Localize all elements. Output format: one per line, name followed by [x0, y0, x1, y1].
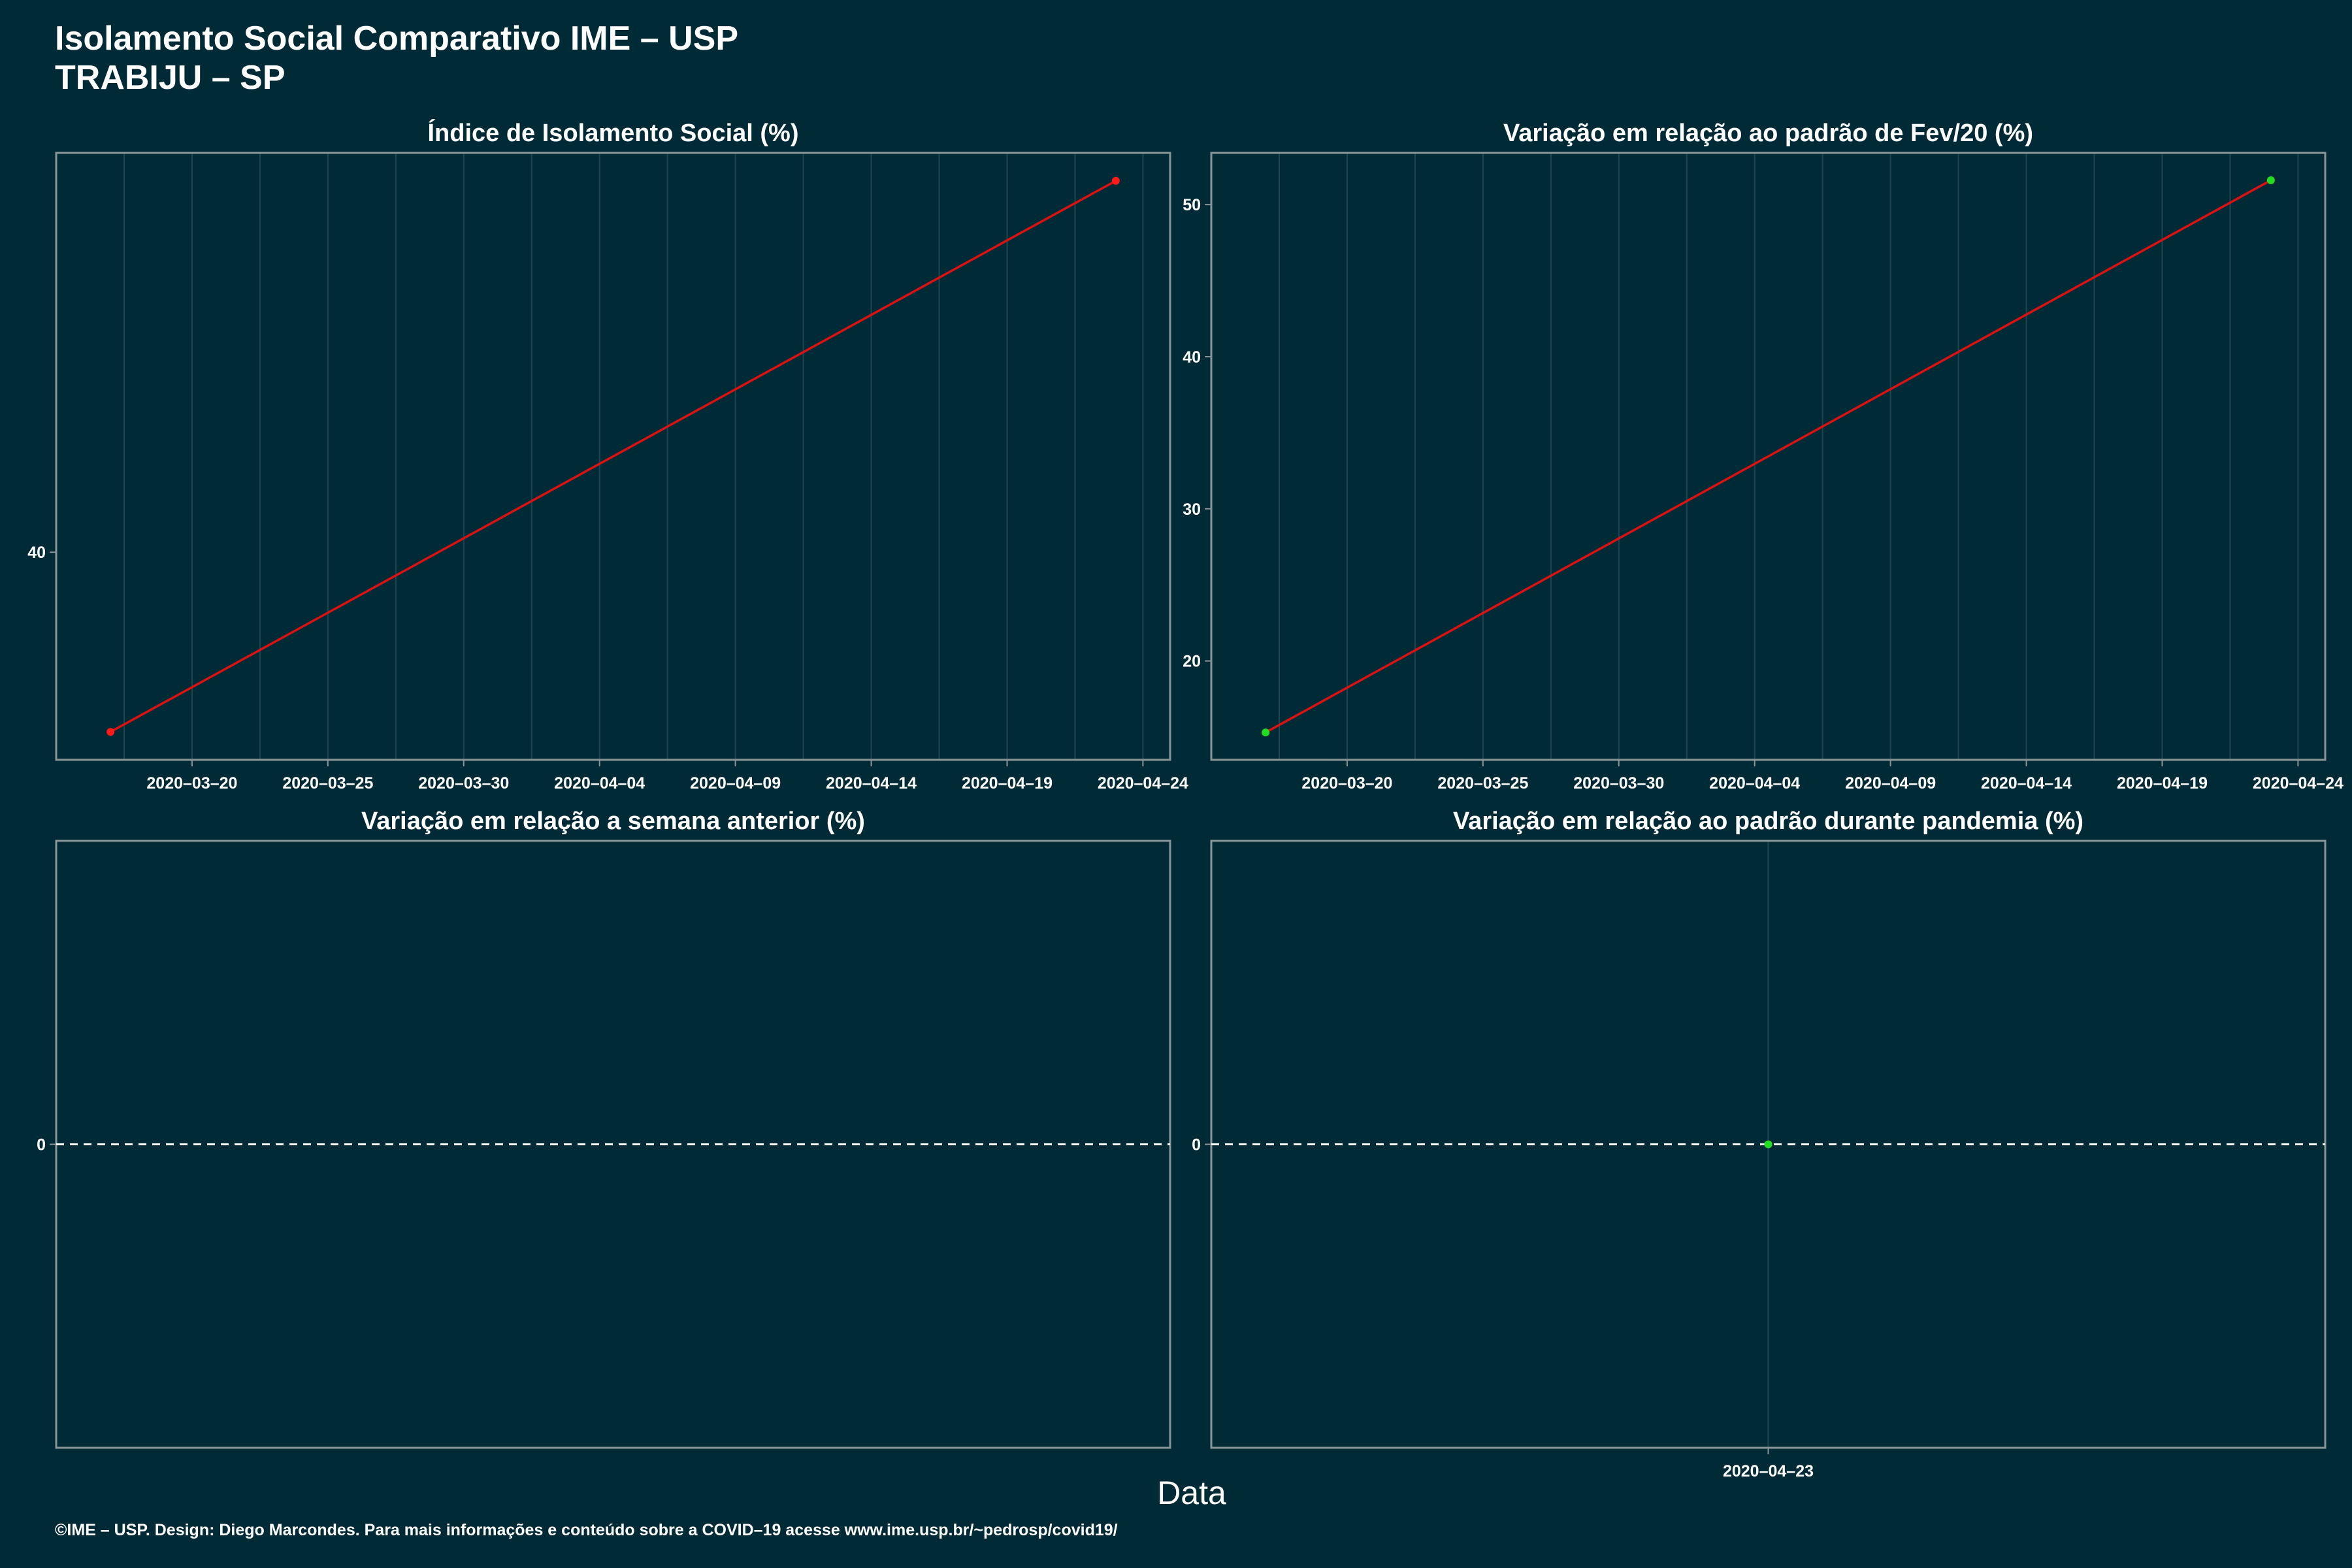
y-tick-label: 0: [37, 1136, 46, 1154]
data-point: [1262, 728, 1270, 737]
x-tick-label: 2020–03–20: [1301, 774, 1392, 792]
x-tick-label: 2020–03–30: [1573, 774, 1664, 792]
x-tick-label: 2020–04–19: [962, 774, 1053, 792]
figure-title-line2: TRABIJU – SP: [55, 59, 286, 97]
y-tick-label: 40: [1183, 348, 1201, 367]
panel-title: Variação em relação a semana anterior (%…: [361, 808, 865, 835]
y-tick-label: 30: [1183, 500, 1201, 519]
data-point: [1111, 176, 1120, 185]
series-line: [110, 180, 1117, 733]
panels-group: Índice de Isolamento Social (%) 40 2020–03…: [27, 118, 2344, 1480]
y-tick-label: 20: [1183, 653, 1201, 671]
x-tick-label: 2020–04–14: [1981, 774, 2072, 792]
y-tick-label: 50: [1183, 196, 1201, 214]
figure-title-line1: Isolamento Social Comparativo IME – USP: [55, 20, 738, 57]
x-tick-label: 2020–04–04: [554, 774, 645, 792]
x-tick-label: 2020–04–09: [690, 774, 781, 792]
x-tick-label: 2020–03–30: [418, 774, 509, 792]
panel-title: Índice de Isolamento Social (%): [427, 118, 798, 147]
x-tick-label: 2020–04–04: [1709, 774, 1800, 792]
chart-panel-4: Variação em relação ao padrão durante pa…: [1192, 808, 2327, 1480]
x-tick-label: 2020–04–09: [1845, 774, 1936, 792]
x-tick-label: 2020–03–25: [1437, 774, 1528, 792]
chart-panel-3: Variação em relação a semana anterior (%…: [37, 808, 1171, 1449]
x-axis-label: Data: [1157, 1475, 1226, 1511]
x-tick-label: 2020–04–23: [1723, 1462, 1814, 1480]
x-tick-label: 2020–03–20: [146, 774, 237, 792]
panel-border: [55, 152, 1171, 761]
chart-panel-1: Índice de Isolamento Social (%) 40 2020–03…: [27, 118, 1188, 792]
x-tick-label: 2020–04–14: [826, 774, 917, 792]
data-point: [106, 728, 115, 736]
y-tick-label: 40: [27, 544, 46, 562]
x-tick-label: 2020–04–24: [2253, 774, 2344, 792]
data-point: [2266, 176, 2275, 184]
series-line: [1265, 179, 2272, 734]
panel-title: Variação em relação ao padrão de Fev/20 …: [1503, 120, 2033, 147]
x-tick-label: 2020–04–19: [2117, 774, 2208, 792]
y-tick-label: 0: [1192, 1136, 1201, 1154]
data-point: [1764, 1140, 1772, 1149]
chart-panel-2: Variação em relação ao padrão de Fev/20 …: [1183, 120, 2344, 792]
x-tick-label: 2020–04–24: [1098, 774, 1188, 792]
x-tick-label: 2020–03–25: [282, 774, 373, 792]
credits-text: ©IME – USP. Design: Diego Marcondes. Par…: [55, 1521, 1118, 1539]
panel-title: Variação em relação ao padrão durante pa…: [1453, 808, 2083, 835]
panel-border: [1210, 152, 2327, 761]
